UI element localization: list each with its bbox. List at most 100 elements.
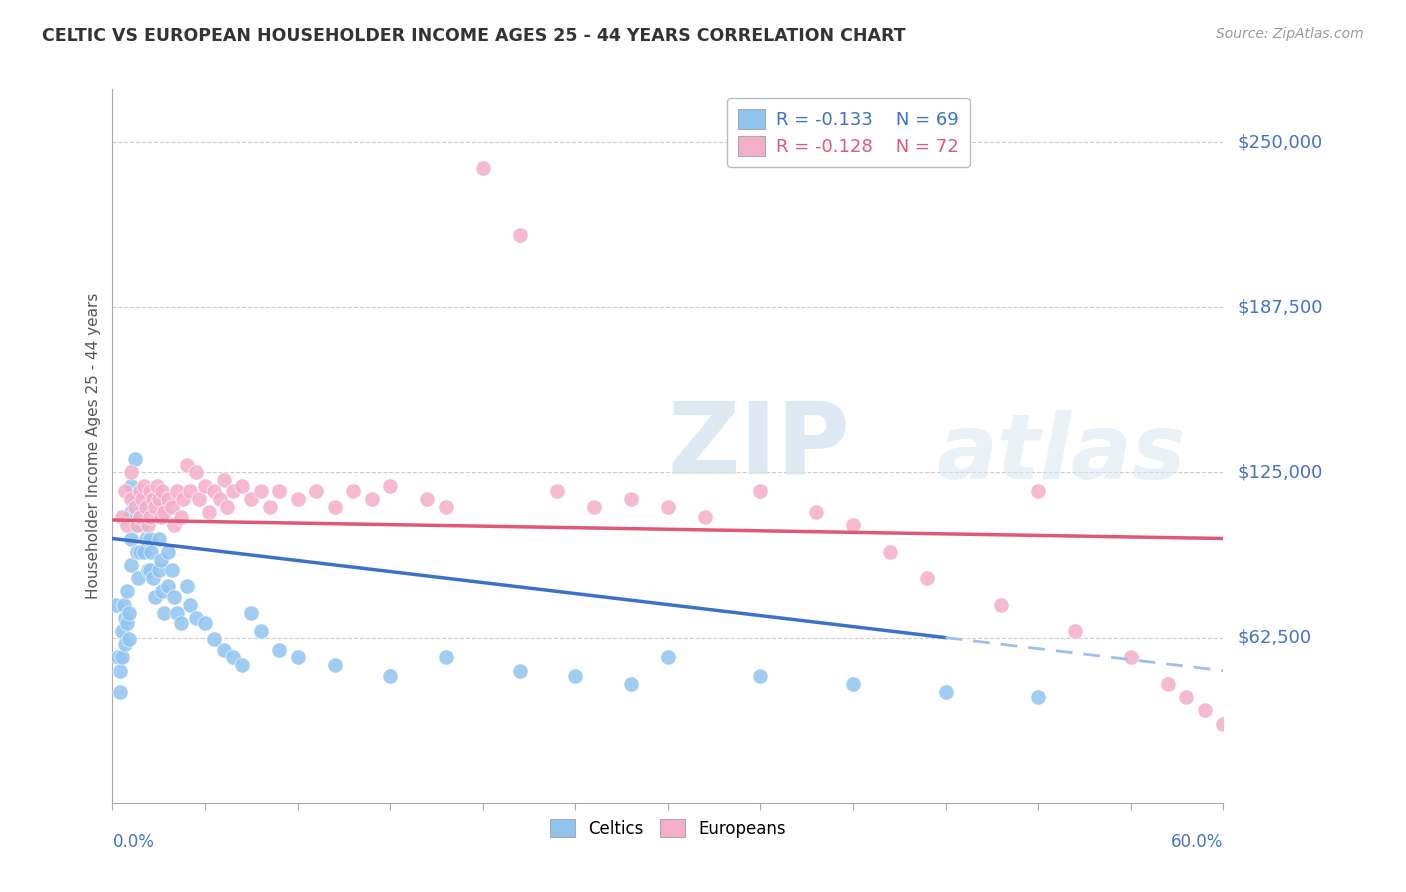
Point (323, 500, 346, 514)
Point (217, 500, 239, 514)
Point (176, 458, 198, 472)
Text: atlas: atlas (936, 410, 1185, 498)
Point (138, 483, 160, 498)
Text: CELTIC VS EUROPEAN HOUSEHOLDER INCOME AGES 25 - 44 YEARS CORRELATION CHART: CELTIC VS EUROPEAN HOUSEHOLDER INCOME AG… (42, 27, 905, 45)
Point (915, 571, 938, 585)
Point (1194, 703, 1216, 717)
Point (240, 491, 263, 506)
Point (129, 483, 152, 498)
Point (202, 483, 225, 498)
Point (107, 650, 129, 665)
Point (804, 505, 827, 519)
Point (120, 532, 142, 546)
Point (188, 491, 211, 506)
Text: $125,000: $125,000 (1237, 464, 1323, 482)
Point (1064, 624, 1087, 638)
Point (170, 616, 193, 631)
Point (509, 227, 531, 242)
Text: Source: ZipAtlas.com: Source: ZipAtlas.com (1216, 27, 1364, 41)
Point (148, 563, 170, 577)
Point (176, 579, 198, 593)
Point (117, 616, 139, 631)
Point (142, 571, 165, 585)
Point (166, 606, 188, 620)
Point (132, 478, 155, 492)
Point (153, 606, 176, 620)
Point (620, 491, 643, 506)
Point (160, 500, 183, 514)
Point (138, 563, 160, 577)
Point (222, 483, 245, 498)
Text: $62,500: $62,500 (1237, 629, 1312, 647)
Point (108, 685, 131, 699)
Point (166, 483, 188, 498)
Point (1119, 650, 1142, 665)
Point (118, 632, 141, 646)
Point (231, 478, 253, 492)
Point (148, 491, 170, 506)
Point (935, 685, 957, 699)
Point (152, 483, 174, 498)
Point (842, 518, 865, 533)
Point (267, 642, 291, 657)
Point (120, 491, 142, 506)
Point (148, 532, 170, 546)
Point (142, 491, 165, 506)
Point (240, 606, 263, 620)
Point (124, 491, 146, 506)
Point (546, 483, 568, 498)
Point (323, 658, 346, 673)
Point (1026, 690, 1049, 704)
Point (120, 478, 142, 492)
Point (149, 552, 172, 566)
Point (305, 483, 328, 498)
Point (132, 545, 155, 559)
Point (160, 563, 183, 577)
Point (162, 590, 184, 604)
Point (117, 518, 139, 533)
Point (125, 545, 148, 559)
Point (125, 518, 148, 533)
Point (1212, 716, 1234, 731)
Point (222, 650, 245, 665)
Point (657, 650, 679, 665)
Point (108, 664, 131, 678)
Point (172, 491, 194, 506)
Point (990, 598, 1012, 612)
Point (162, 518, 184, 533)
Point (842, 677, 865, 691)
Point (129, 510, 152, 524)
Point (120, 558, 142, 572)
Point (657, 500, 679, 514)
Point (112, 598, 135, 612)
Point (380, 669, 402, 683)
Point (1175, 690, 1198, 704)
Point (146, 478, 169, 492)
Point (471, 161, 494, 176)
Point (131, 518, 153, 533)
Point (184, 611, 207, 625)
Point (114, 483, 136, 498)
Point (249, 624, 271, 638)
Point (194, 478, 217, 492)
Point (124, 452, 146, 467)
Point (136, 518, 159, 533)
Point (879, 545, 901, 559)
Point (135, 500, 157, 514)
Point (1156, 677, 1178, 691)
Point (127, 571, 149, 585)
Legend: Celtics, Europeans: Celtics, Europeans (543, 813, 793, 845)
Point (434, 650, 457, 665)
Point (212, 642, 235, 657)
Point (249, 483, 271, 498)
Text: $250,000: $250,000 (1237, 133, 1323, 151)
Text: ZIP: ZIP (668, 398, 851, 494)
Point (129, 483, 152, 498)
Point (212, 474, 235, 488)
Point (129, 510, 152, 524)
Point (124, 500, 146, 514)
Point (582, 500, 605, 514)
Point (141, 545, 163, 559)
Point (114, 637, 136, 651)
Point (157, 545, 180, 559)
